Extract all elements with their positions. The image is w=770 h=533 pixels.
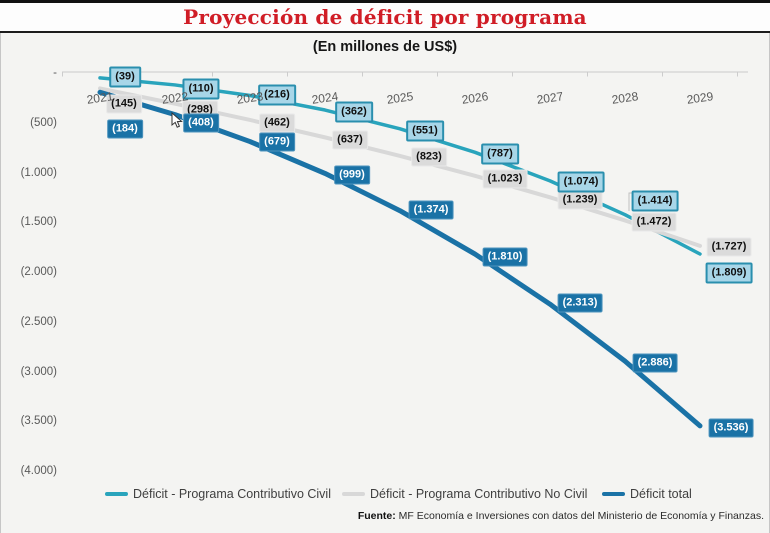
- data-label-no-civil-2023: (462): [259, 113, 295, 133]
- legend-swatch-total: [602, 492, 625, 496]
- data-label-civil-2025: (551): [406, 120, 444, 142]
- legend-label-no-civil: Déficit - Programa Contributivo No Civil: [370, 487, 588, 501]
- y-axis-tick-label: (2.000): [20, 266, 57, 278]
- y-axis-tick-label: (3.000): [20, 365, 57, 378]
- legend-item-total: Déficit total: [602, 487, 692, 501]
- data-label-no-civil-2028: (1.472): [631, 212, 677, 232]
- legend-item-civil: Déficit - Programa Contributivo Civil: [105, 487, 331, 501]
- title-bar: Proyección de déficit por programa: [0, 0, 770, 33]
- legend-swatch-no-civil: [342, 492, 365, 496]
- data-label-no-civil-2027: (1.239): [557, 190, 603, 210]
- y-axis-tick-label: (500): [30, 116, 57, 129]
- data-label-civil-2029: (1.809): [705, 262, 753, 284]
- y-axis-tick-label: (3.500): [20, 415, 57, 428]
- data-label-civil-2028: (1.414): [631, 190, 679, 212]
- data-label-civil-2026: (787): [481, 143, 519, 165]
- data-label-total-2021: (184): [107, 119, 143, 139]
- data-label-total-2024: (999): [334, 165, 370, 185]
- data-label-no-civil-2026: (1.023): [482, 169, 528, 189]
- label-leader-line: [628, 192, 632, 211]
- data-label-civil-2023: (216): [258, 84, 296, 106]
- y-axis-tick-label: (1.000): [20, 166, 57, 179]
- data-label-total-2023: (679): [259, 132, 295, 152]
- chart-subtitle: (En millones de US$): [312, 39, 458, 55]
- data-label-total-2022: (408): [183, 113, 219, 133]
- data-label-total-2025: (1.374): [408, 200, 454, 220]
- data-label-civil-2024: (362): [335, 101, 373, 123]
- series-line-total: [97, 89, 703, 429]
- legend-swatch-civil: [105, 492, 128, 496]
- y-axis-tick-label: -: [53, 67, 57, 79]
- data-label-total-2026: (1.810): [482, 247, 528, 267]
- y-axis-tick-label: (2.500): [20, 315, 57, 328]
- data-label-total-2029: (3.536): [708, 418, 754, 438]
- source-prefix: Fuente:: [357, 510, 396, 522]
- data-label-civil-2021: (39): [109, 66, 141, 88]
- data-label-no-civil-2025: (823): [411, 147, 447, 167]
- data-label-civil-2022: (110): [182, 78, 220, 100]
- data-label-total-2027: (2.313): [557, 293, 603, 313]
- page-title: Proyección de déficit por programa: [183, 5, 587, 29]
- y-axis-tick-label: (1.500): [20, 216, 57, 229]
- data-label-no-civil-2021: (145): [106, 94, 142, 114]
- legend-label-total: Déficit total: [630, 487, 692, 501]
- mouse-cursor: [171, 112, 183, 128]
- data-label-civil-2027: (1.074): [557, 171, 605, 193]
- source-line: Fuente: MF Economía e Inversiones con da…: [358, 510, 764, 522]
- legend-label-civil: Déficit - Programa Contributivo Civil: [133, 487, 331, 501]
- legend-item-no-civil: Déficit - Programa Contributivo No Civil: [342, 487, 587, 501]
- data-label-no-civil-2024: (637): [332, 130, 368, 150]
- data-label-total-2028: (2.886): [632, 353, 678, 373]
- y-axis-tick-label: (4.000): [20, 465, 57, 477]
- data-label-no-civil-2029: (1.727): [706, 237, 752, 257]
- source-text: MF Economía e Inversiones con datos del …: [395, 510, 764, 522]
